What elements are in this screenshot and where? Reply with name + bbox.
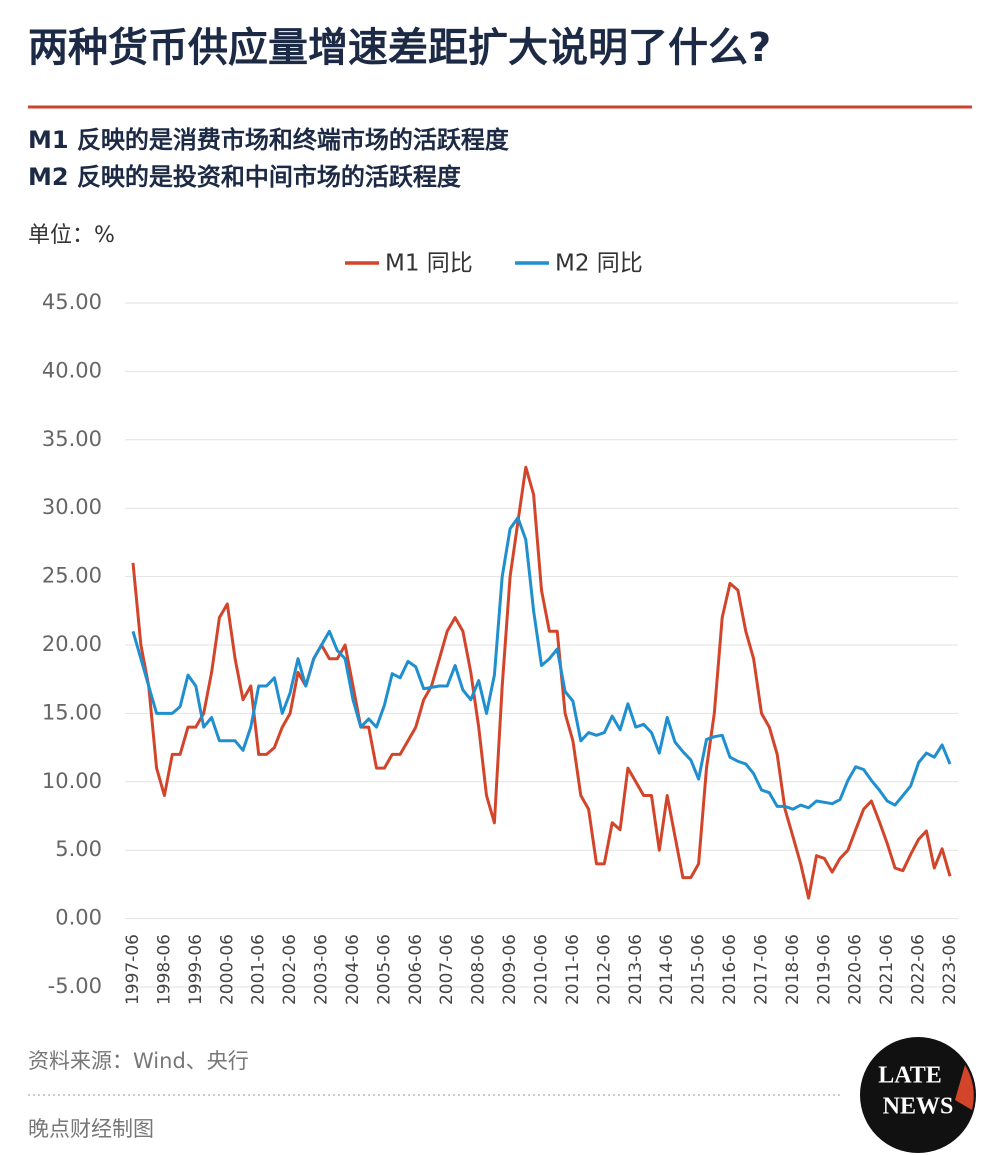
legend-label: M1 同比: [385, 251, 473, 277]
y-tick-label: 45.00: [42, 290, 102, 314]
subtitle: M2 反映的是投资和中间市场的活跃程度: [28, 163, 462, 191]
x-tick-label: 2014-06: [657, 934, 677, 1005]
logo-circle: [860, 1037, 976, 1153]
x-tick-label: 2015-06: [689, 934, 709, 1005]
x-tick-label: 2013-06: [626, 934, 646, 1005]
x-tick-label: 2012-06: [594, 934, 614, 1005]
x-tick-label: 2000-06: [217, 934, 237, 1005]
x-tick-label: 2019-06: [814, 934, 834, 1005]
x-tick-label: 2010-06: [532, 934, 552, 1005]
x-tick-label: 2006-06: [406, 934, 426, 1005]
x-tick-label: 2018-06: [783, 934, 803, 1005]
x-tick-label: 1997-06: [123, 934, 143, 1005]
logo-accent: [955, 1065, 974, 1110]
x-tick-label: 2007-06: [437, 934, 457, 1005]
x-tick-label: 2011-06: [563, 934, 583, 1005]
x-tick-label: 2001-06: [249, 934, 269, 1005]
y-tick-label: 35.00: [42, 427, 102, 451]
chart-title: 两种货币供应量增速差距扩大说明了什么?: [28, 25, 771, 71]
logo-text: LATE: [878, 1063, 942, 1089]
x-tick-label: 2005-06: [374, 934, 394, 1005]
logo-text: NEWS: [883, 1094, 954, 1120]
series-line: [131, 465, 952, 900]
credit: 晚点财经制图: [28, 1117, 154, 1141]
x-tick-label: 2022-06: [909, 934, 929, 1005]
legend-label: M2 同比: [555, 251, 643, 277]
x-tick-label: 2020-06: [846, 934, 866, 1005]
x-tick-label: 2021-06: [877, 934, 897, 1005]
y-tick-label: 30.00: [42, 495, 102, 519]
x-tick-label: 2004-06: [343, 934, 363, 1005]
y-axis-label: 单位：%: [28, 223, 115, 248]
y-tick-label: 25.00: [42, 564, 102, 588]
y-tick-label: 15.00: [42, 700, 102, 724]
subtitle: M1 反映的是消费市场和终端市场的活跃程度: [28, 126, 510, 154]
x-tick-label: 1999-06: [186, 934, 206, 1005]
source: 资料来源：Wind、央行: [28, 1049, 249, 1073]
x-tick-label: 2023-06: [940, 934, 960, 1005]
x-tick-label: 1998-06: [154, 934, 174, 1005]
x-tick-label: 2008-06: [469, 934, 489, 1005]
y-tick-label: 5.00: [55, 837, 102, 861]
y-tick-label: 10.00: [42, 769, 102, 793]
y-tick-label: 40.00: [42, 358, 102, 382]
y-tick-label: 0.00: [55, 906, 102, 930]
x-tick-label: 2009-06: [500, 934, 520, 1005]
x-tick-label: 2017-06: [751, 934, 771, 1005]
series-line: [131, 516, 952, 811]
y-tick-label: 20.00: [42, 632, 102, 656]
x-tick-label: 2016-06: [720, 934, 740, 1005]
x-tick-label: 2003-06: [312, 934, 332, 1005]
x-tick-label: 2002-06: [280, 934, 300, 1005]
y-tick-label: -5.00: [48, 974, 102, 998]
